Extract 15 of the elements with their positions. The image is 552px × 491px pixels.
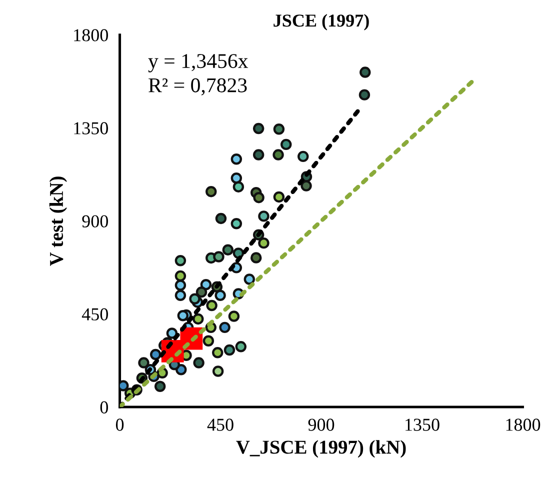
x-tick-label: 1800 (506, 418, 540, 431)
annotation: y = 1,3456x (148, 54, 248, 72)
x-axis-title: V_JSCE (1997) (kN) (236, 440, 406, 458)
y-tick-label: 1800 (74, 29, 108, 42)
annotation: R² = 0,7823 (148, 78, 247, 96)
y-tick-label: 900 (82, 215, 108, 228)
x-tick-label: 450 (207, 418, 234, 431)
x-tick-label: 900 (308, 418, 334, 431)
chart-title: JSCE (1997) (274, 14, 369, 30)
x-tick-label: 1350 (406, 418, 440, 431)
y-tick-label: 1350 (74, 122, 108, 134)
y-axis-title: V test (kN) (49, 176, 68, 266)
y-tick-label: 0 (100, 401, 108, 414)
x-tick-label: 0 (116, 418, 124, 431)
y-tick-label: 450 (82, 308, 108, 320)
